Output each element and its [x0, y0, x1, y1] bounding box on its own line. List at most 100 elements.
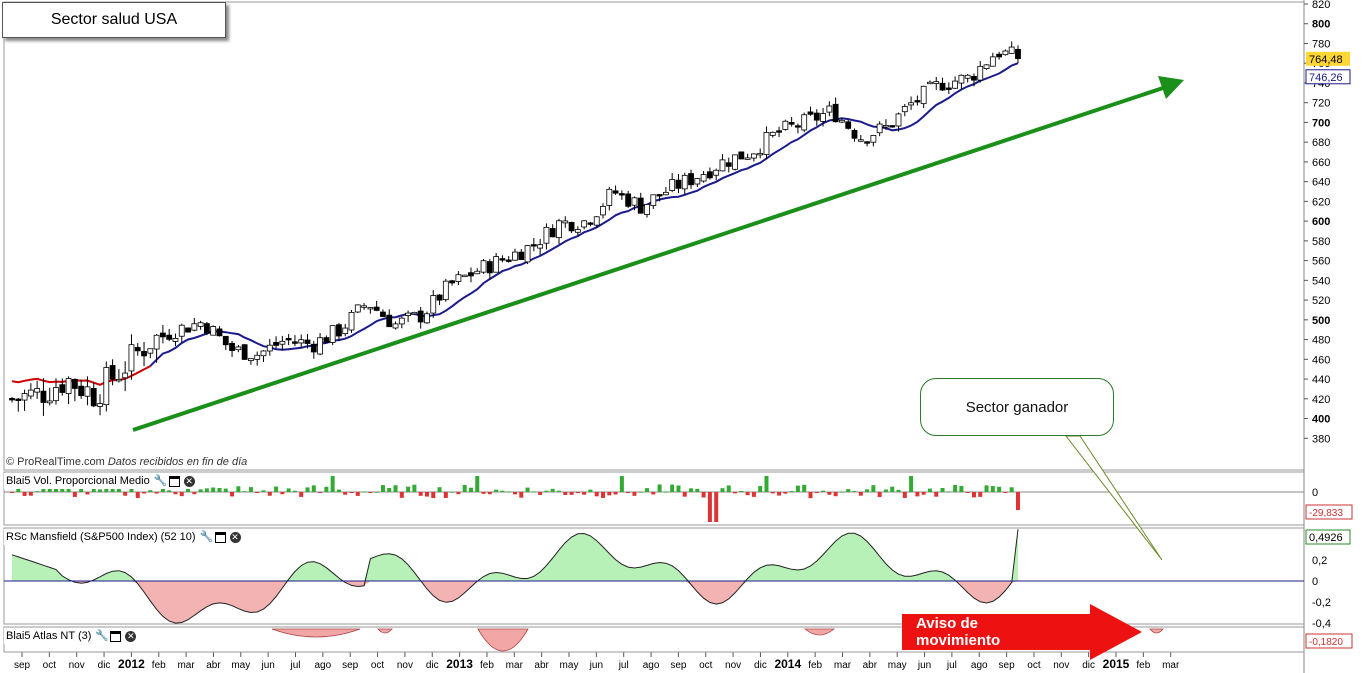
candle-body	[1002, 50, 1009, 56]
time-tick-label: nov	[725, 660, 741, 671]
volume-bar	[374, 491, 379, 493]
candle-body	[788, 122, 795, 125]
volume-bar	[984, 485, 989, 492]
mansfield-line	[11, 529, 1019, 624]
candle-body	[757, 152, 764, 156]
atlas-panel-title: Blai5 Atlas NT (3)	[6, 630, 92, 642]
close-icon[interactable]: ✕	[229, 531, 241, 543]
atlas-dip	[271, 628, 361, 638]
candle-body	[813, 112, 820, 121]
volume-bar	[66, 488, 71, 492]
alert-arrow-label: Aviso de movimiento	[916, 615, 1001, 649]
atlas-dip	[1149, 628, 1164, 634]
price-tick-label: 400	[1312, 414, 1330, 426]
candle-body	[147, 348, 154, 354]
candle-body	[537, 244, 544, 249]
volume-bar	[324, 486, 329, 492]
candle-body	[713, 169, 720, 176]
volume-bar	[833, 492, 838, 497]
candle-body	[738, 151, 745, 160]
candle-body	[191, 323, 198, 331]
volume-bar	[519, 492, 524, 498]
candle-body	[386, 314, 393, 328]
volume-bar	[261, 490, 266, 492]
volume-bar	[814, 492, 819, 493]
volume-bar	[890, 486, 895, 492]
candle-body	[581, 220, 588, 228]
volume-bar	[764, 476, 769, 492]
candle-body	[562, 220, 569, 224]
candle-body	[801, 114, 808, 131]
volume-bar	[745, 492, 750, 496]
candle-body	[493, 256, 500, 273]
price-tick-label: 600	[1312, 216, 1330, 228]
candle-body	[512, 251, 518, 261]
window-icon[interactable]	[168, 475, 180, 487]
wrench-icon[interactable]: 🔧	[95, 629, 110, 642]
volume-bar	[255, 492, 260, 493]
candle-body	[109, 365, 116, 380]
volume-bar	[751, 492, 756, 497]
mansfield-positive-area	[12, 529, 1018, 581]
candle-body	[273, 342, 279, 346]
window-icon[interactable]	[110, 630, 122, 642]
candle-body	[71, 378, 78, 389]
volume-bar	[236, 486, 241, 492]
wrench-icon[interactable]: 🔧	[153, 474, 168, 487]
candle-body	[329, 325, 336, 343]
volume-bar	[619, 476, 624, 492]
volume-bar	[129, 487, 134, 492]
volume-bar	[305, 487, 310, 492]
candle-body	[644, 204, 650, 215]
mansfield-tick-label: -0,4	[1312, 618, 1331, 630]
wrench-icon[interactable]: 🔧	[199, 530, 214, 543]
volume-bar	[997, 486, 1002, 492]
volume-bar	[267, 492, 272, 496]
volume-bar	[318, 492, 323, 493]
volume-bar	[217, 487, 222, 492]
candle-body	[84, 386, 91, 397]
volume-bar	[22, 492, 27, 496]
volume-bar	[582, 492, 587, 495]
price-tick-label: 720	[1312, 98, 1330, 110]
candle-body	[15, 398, 22, 401]
close-icon[interactable]: ✕	[125, 630, 137, 642]
volume-bar	[701, 492, 706, 498]
volume-bar	[846, 489, 851, 492]
candle-body	[587, 222, 594, 225]
volume-bar	[563, 492, 568, 496]
volume-bar	[795, 485, 800, 492]
time-tick-label: oct	[699, 660, 713, 671]
candle-body	[34, 388, 41, 393]
close-icon[interactable]: ✕	[183, 475, 195, 487]
volume-zero-label: 0	[1312, 487, 1318, 499]
volume-bar	[959, 485, 964, 492]
volume-bar	[406, 486, 411, 492]
volume-bar	[481, 492, 486, 494]
time-tick-label: dic	[98, 660, 111, 671]
candle-body	[857, 139, 864, 142]
atlas-panel	[271, 628, 1164, 652]
time-tick-label: may	[231, 660, 250, 671]
volume-bar	[167, 490, 172, 492]
time-tick-label: jun	[260, 660, 274, 671]
time-tick-label: feb	[152, 660, 166, 671]
volume-bar	[123, 492, 128, 496]
candle-body	[945, 87, 952, 90]
volume-bar	[538, 492, 543, 495]
candle-body	[248, 358, 254, 362]
price-tick-label: 440	[1312, 374, 1330, 386]
window-icon[interactable]	[214, 531, 226, 543]
volume-bar	[544, 490, 549, 492]
candle-body	[392, 323, 399, 329]
candle-body	[172, 338, 179, 342]
time-tick-label: feb	[480, 660, 494, 671]
volume-bar	[726, 485, 731, 492]
volume-bar	[575, 492, 580, 494]
candle-body	[820, 113, 826, 122]
price-tick-label: 460	[1312, 354, 1330, 366]
volume-bar	[827, 492, 832, 495]
atlas-value-badge	[1305, 633, 1353, 649]
mansfield-panel	[4, 529, 1304, 624]
